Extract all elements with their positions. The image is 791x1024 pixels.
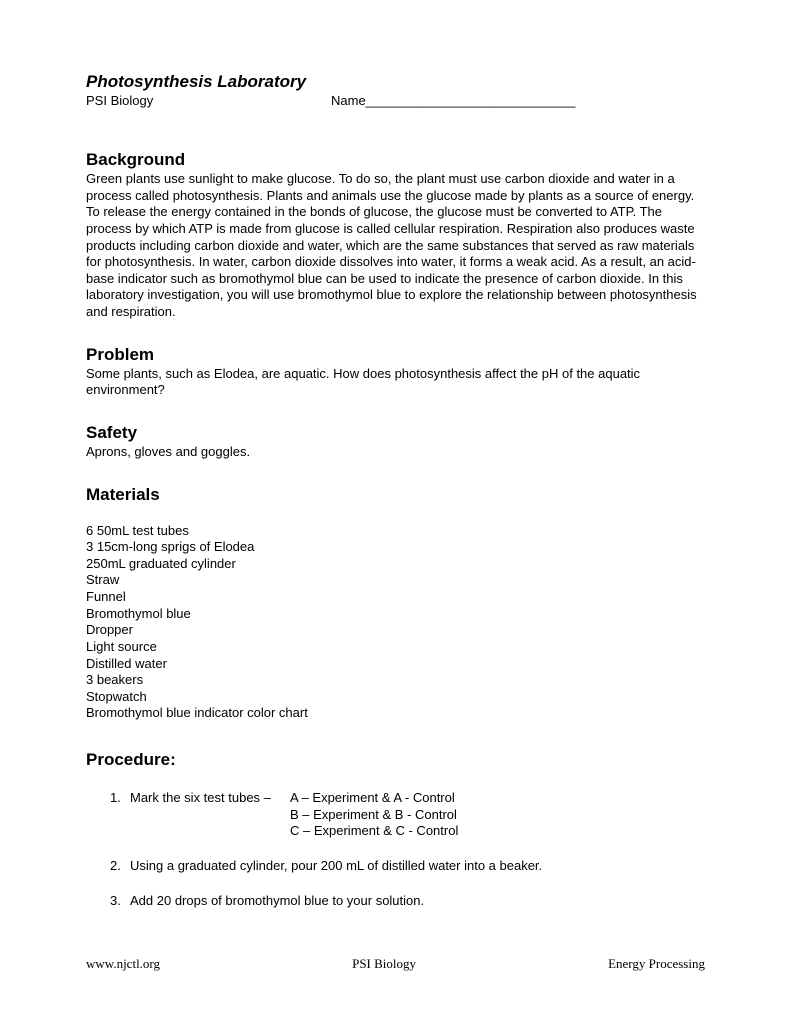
procedure-step: 3. Add 20 drops of bromothymol blue to y… (110, 893, 705, 910)
procedure-step: 2. Using a graduated cylinder, pour 200 … (110, 858, 705, 875)
footer-left: www.njctl.org (86, 956, 160, 972)
materials-list: 6 50mL test tubes 3 15cm-long sprigs of … (86, 523, 705, 723)
safety-text: Aprons, gloves and goggles. (86, 444, 705, 461)
page-container: Photosynthesis Laboratory PSI Biology Na… (0, 0, 791, 909)
step-label: Mark the six test tubes – (130, 790, 290, 807)
step-number: 1. (110, 790, 130, 840)
step-text: Add 20 drops of bromothymol blue to your… (130, 893, 705, 910)
material-item: 250mL graduated cylinder (86, 556, 705, 573)
material-item: Straw (86, 572, 705, 589)
step-body: Mark the six test tubes – A – Experiment… (130, 790, 705, 840)
problem-section: Problem Some plants, such as Elodea, are… (86, 345, 705, 399)
material-item: 3 15cm-long sprigs of Elodea (86, 539, 705, 556)
step-number: 3. (110, 893, 130, 910)
procedure-step: 1. Mark the six test tubes – A – Experim… (110, 790, 705, 840)
course-name: PSI Biology (86, 93, 331, 108)
footer-right: Energy Processing (608, 956, 705, 972)
step-value: C – Experiment & C - Control (290, 823, 458, 840)
material-item: Stopwatch (86, 689, 705, 706)
material-item: Dropper (86, 622, 705, 639)
document-title: Photosynthesis Laboratory (86, 72, 705, 92)
step-text: Using a graduated cylinder, pour 200 mL … (130, 858, 705, 875)
name-field-label: Name_____________________________ (331, 93, 575, 108)
step-value: B – Experiment & B - Control (290, 807, 457, 824)
problem-heading: Problem (86, 345, 705, 365)
material-item: Funnel (86, 589, 705, 606)
materials-heading: Materials (86, 485, 705, 505)
step-number: 2. (110, 858, 130, 875)
problem-text: Some plants, such as Elodea, are aquatic… (86, 366, 705, 399)
material-item: 6 50mL test tubes (86, 523, 705, 540)
safety-heading: Safety (86, 423, 705, 443)
material-item: 3 beakers (86, 672, 705, 689)
safety-section: Safety Aprons, gloves and goggles. (86, 423, 705, 461)
material-item: Bromothymol blue (86, 606, 705, 623)
background-section: Background Green plants use sunlight to … (86, 150, 705, 321)
page-footer: www.njctl.org PSI Biology Energy Process… (86, 956, 705, 972)
background-heading: Background (86, 150, 705, 170)
background-text: Green plants use sunlight to make glucos… (86, 171, 705, 321)
step-spacer (130, 823, 290, 840)
subtitle-row: PSI Biology Name________________________… (86, 93, 705, 108)
step-value: A – Experiment & A - Control (290, 790, 455, 807)
material-item: Light source (86, 639, 705, 656)
material-item: Distilled water (86, 656, 705, 673)
step-spacer (130, 807, 290, 824)
materials-section: Materials 6 50mL test tubes 3 15cm-long … (86, 485, 705, 723)
material-item: Bromothymol blue indicator color chart (86, 705, 705, 722)
procedure-heading: Procedure: (86, 750, 705, 770)
procedure-list: 1. Mark the six test tubes – A – Experim… (86, 790, 705, 909)
footer-center: PSI Biology (352, 956, 416, 972)
